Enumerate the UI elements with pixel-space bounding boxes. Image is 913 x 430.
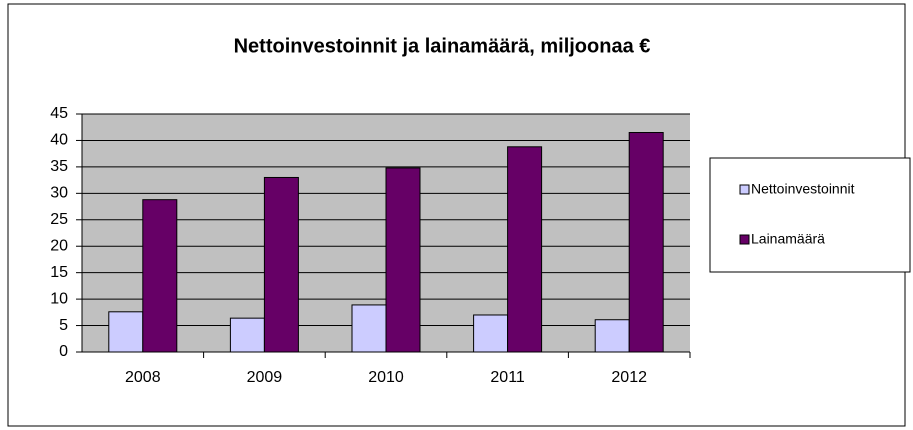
legend-label: Nettoinvestoinnit	[751, 181, 855, 197]
marks	[108, 132, 664, 353]
y-tick-label: 5	[59, 317, 68, 334]
y-tick-label: 0	[59, 343, 68, 360]
x-tick-label: 2012	[611, 369, 647, 386]
bar	[142, 199, 178, 353]
y-tick-label: 40	[50, 132, 68, 149]
y-tick-label: 45	[50, 105, 68, 122]
y-tick-label: 30	[50, 185, 68, 202]
bar	[507, 146, 543, 353]
x-tick-label: 2009	[247, 369, 283, 386]
y-tick-label: 15	[50, 264, 68, 281]
bar	[229, 317, 265, 353]
x-tick-label: 2010	[368, 369, 404, 386]
bar	[594, 319, 630, 353]
x-tick-label: 2011	[490, 369, 525, 386]
bar	[385, 167, 421, 353]
x-tick-label: 2008	[125, 369, 161, 386]
y-tick-label: 25	[50, 211, 68, 228]
bar	[108, 311, 144, 353]
bar	[628, 132, 664, 353]
y-tick-label: 20	[50, 237, 68, 254]
chart-title: Nettoinvestoinnit ja lainamäärä, miljoon…	[234, 35, 651, 57]
legend-label: Lainamäärä	[751, 231, 825, 247]
bar	[263, 176, 299, 353]
legend-swatch	[739, 184, 750, 195]
legend-swatch	[739, 234, 750, 245]
y-tick-label: 10	[50, 290, 68, 307]
legend	[709, 157, 911, 273]
y-tick-label: 35	[50, 158, 68, 175]
bar	[473, 314, 509, 353]
bar	[351, 304, 387, 353]
